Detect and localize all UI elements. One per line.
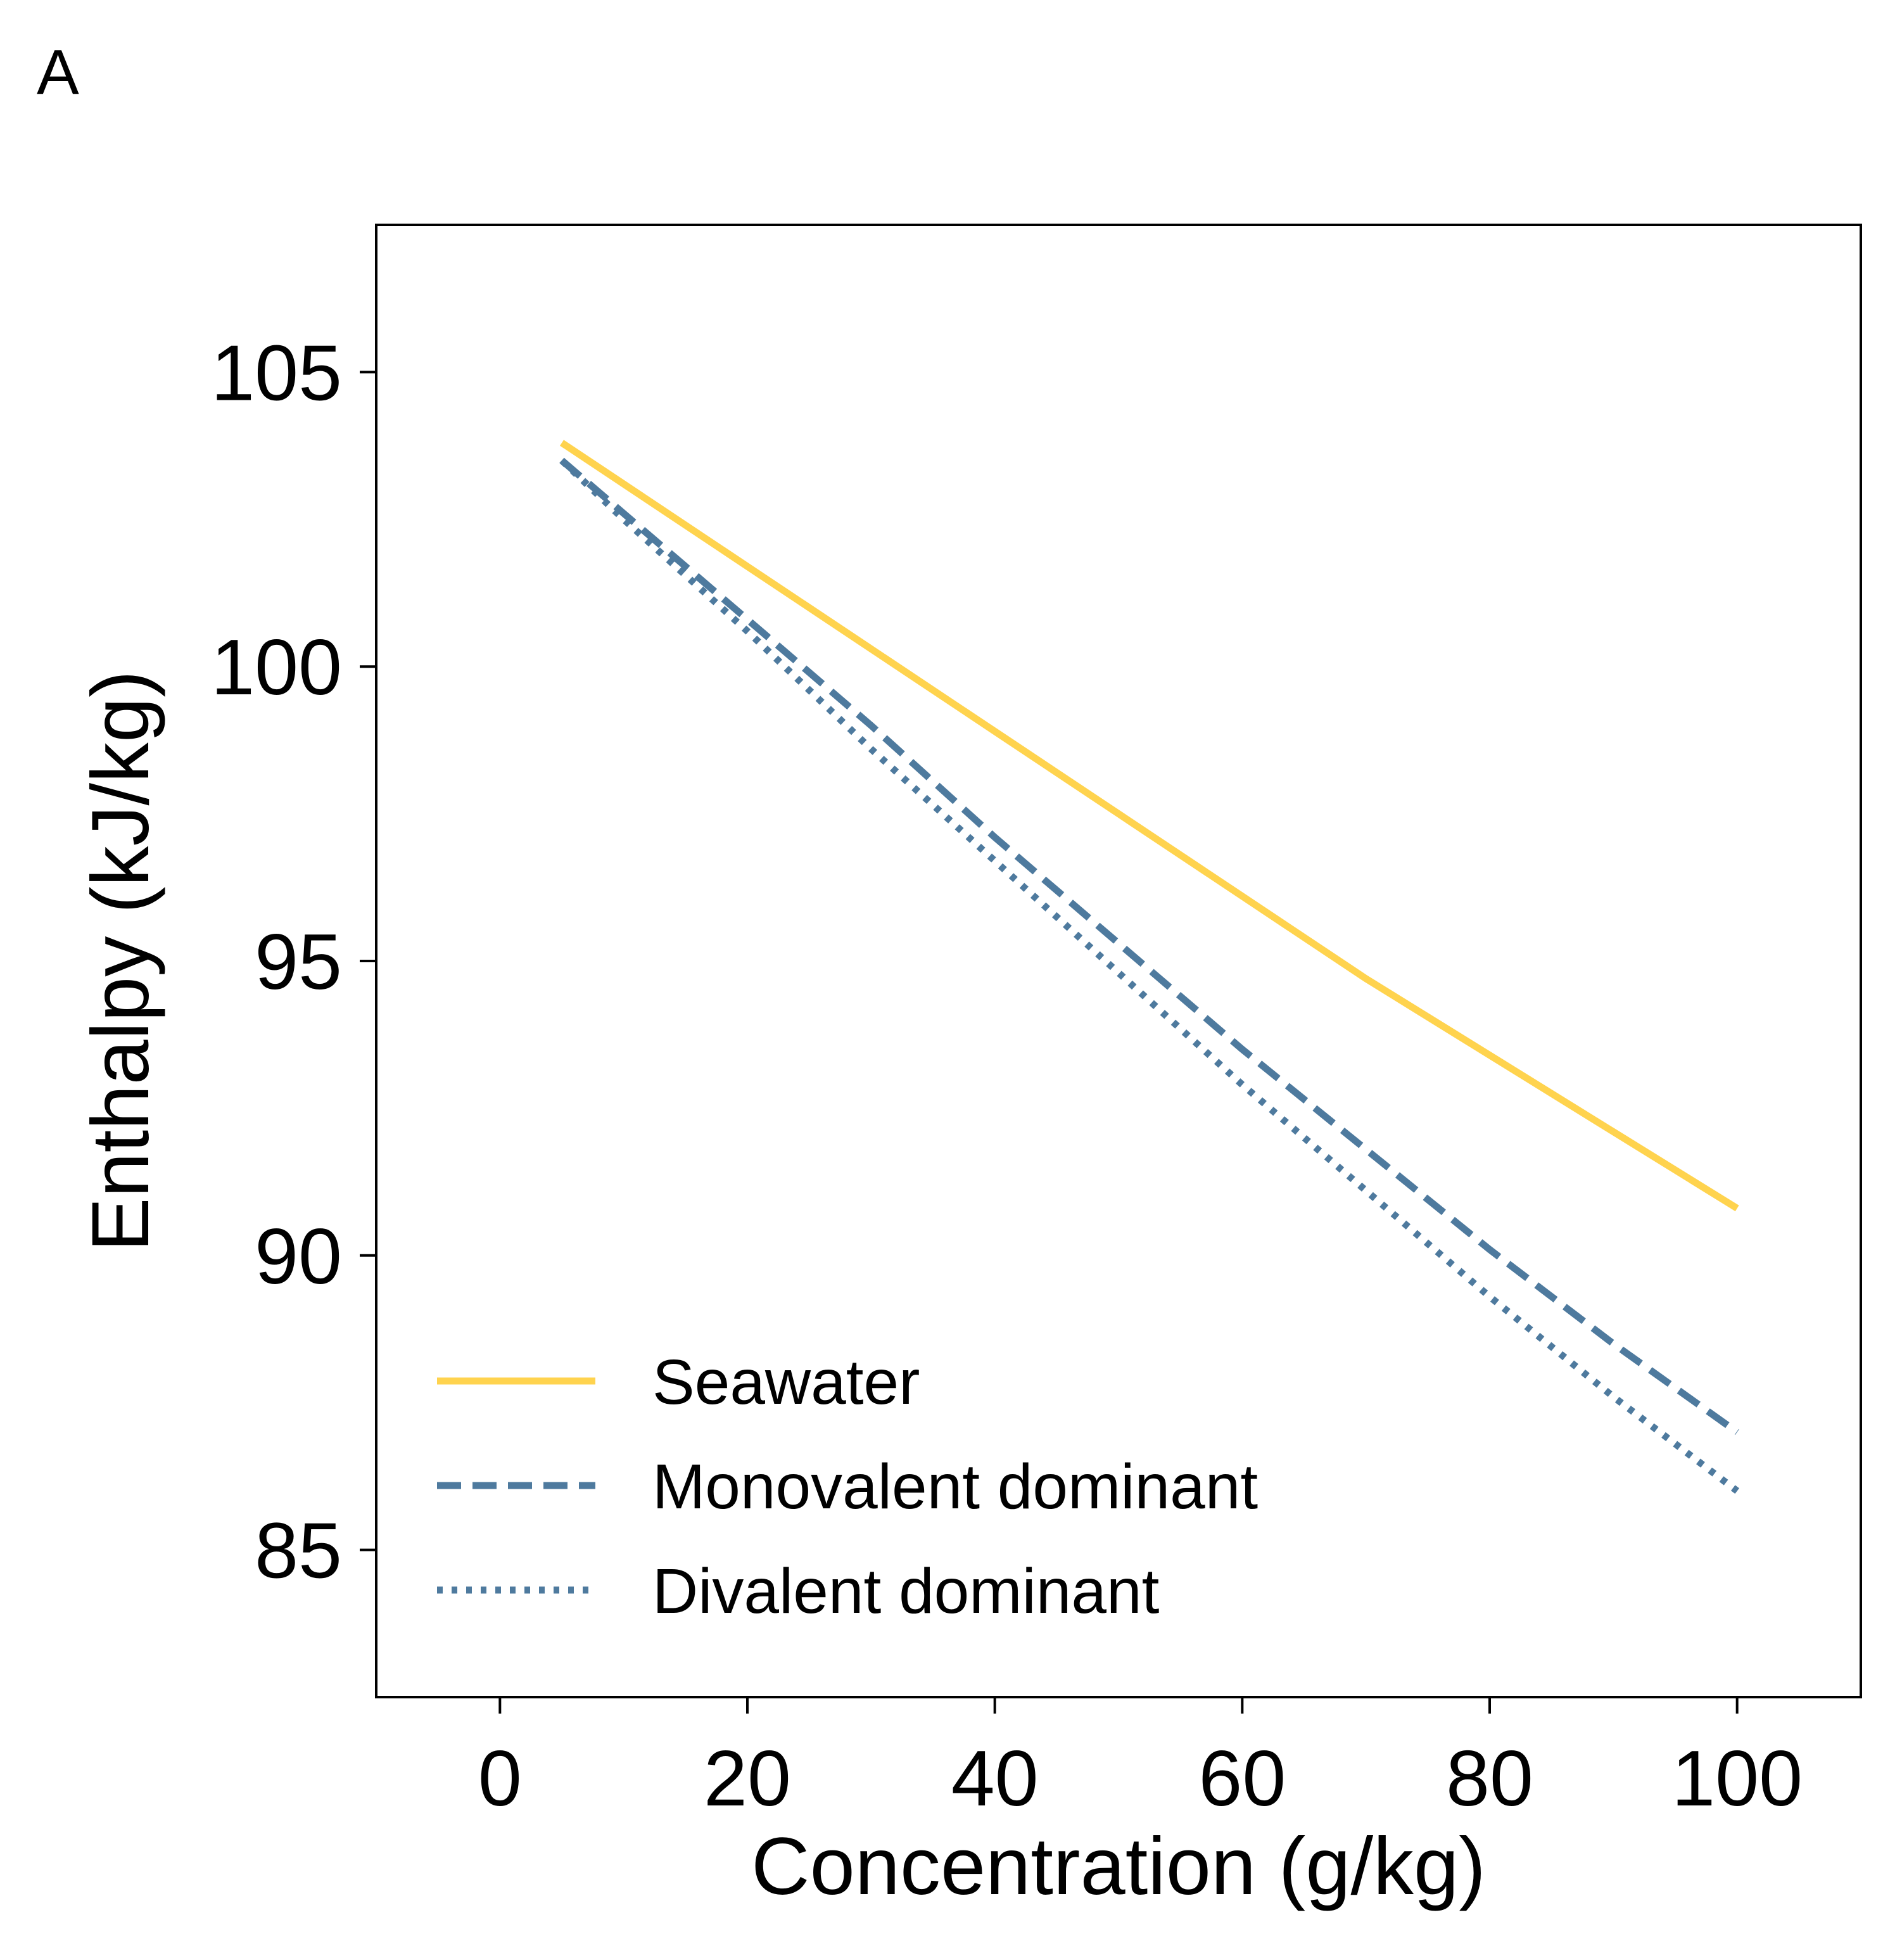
series-line-0 — [559, 440, 1739, 1212]
x-tick-label: 80 — [1446, 1735, 1533, 1823]
y-tick-label: 100 — [211, 624, 342, 711]
y-tick-label: 105 — [211, 329, 342, 417]
legend-label-0: Seawater — [652, 1347, 920, 1418]
x-axis-label: Concentration (g/kg) — [751, 1821, 1486, 1912]
ticks-layer: 0 20 40 60 80 100 85 90 95 100 105 — [211, 329, 1803, 1823]
legend-label-2: Divalent dominant — [652, 1556, 1160, 1627]
series-layer — [559, 440, 1740, 1494]
x-tick-label: 40 — [951, 1735, 1039, 1823]
legend-label-1: Monovalent dominant — [652, 1451, 1258, 1522]
series-line-1 — [559, 457, 1739, 1435]
x-tick-label: 60 — [1198, 1735, 1286, 1823]
x-tick-label: 0 — [478, 1735, 522, 1823]
y-tick-label: 90 — [255, 1213, 342, 1301]
y-axis-label: Enthalpy (kJ/kg) — [75, 670, 166, 1252]
panel-label: A — [37, 37, 79, 108]
x-tick-label: 20 — [704, 1735, 791, 1823]
y-tick-label: 95 — [255, 919, 342, 1006]
x-tick-label: 100 — [1671, 1735, 1803, 1823]
y-tick-label: 85 — [255, 1508, 342, 1595]
legend: Seawater Monovalent dominant Divalent domi… — [437, 1347, 1258, 1627]
